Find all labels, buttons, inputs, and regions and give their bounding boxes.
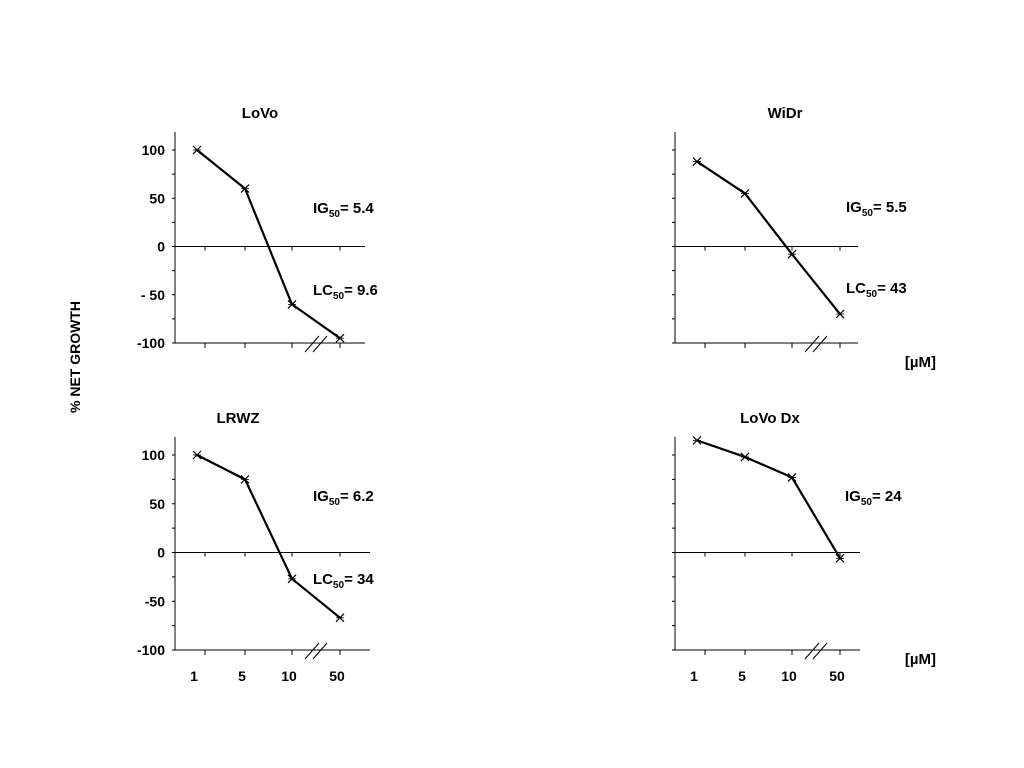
annotation-lc50: LC50= 34 xyxy=(313,571,374,591)
y-axis-label: % NET GROWTH xyxy=(67,301,83,413)
y-tick-label: 100 xyxy=(142,447,166,463)
panel-title: WiDr xyxy=(768,105,803,122)
series-line xyxy=(696,439,841,559)
unit-label: [µM] xyxy=(905,651,936,668)
unit-label: [µM] xyxy=(905,354,936,371)
panel-lovo-dx: LoVo Dx 1 5 10 50 [µM] IG50= 24 xyxy=(672,410,936,684)
data-point xyxy=(692,157,702,167)
axis-break-mark xyxy=(304,335,320,353)
panel-title: LRWZ xyxy=(216,410,259,427)
data-point xyxy=(692,435,702,445)
axis-break-mark xyxy=(312,335,328,353)
x-tick-label: 1 xyxy=(690,668,698,684)
x-tick-label: 5 xyxy=(738,668,746,684)
y-tick-label: 50 xyxy=(149,190,165,206)
data-point xyxy=(787,473,797,482)
y-tick-label: -100 xyxy=(137,335,165,351)
panel-title: LoVo xyxy=(242,105,278,122)
annotation-lc50: LC50= 9.6 xyxy=(313,282,378,302)
data-point xyxy=(240,474,250,484)
data-point xyxy=(740,452,750,462)
y-tick-label: 50 xyxy=(149,496,165,512)
axis-break-mark xyxy=(812,642,828,660)
data-point xyxy=(787,249,797,259)
axis-break-mark xyxy=(812,335,828,353)
y-tick-label: -50 xyxy=(145,593,165,609)
data-point xyxy=(835,309,845,319)
x-tick-label: 10 xyxy=(781,668,797,684)
x-tick-label: 50 xyxy=(829,668,845,684)
axis-break-mark xyxy=(312,642,328,660)
data-point xyxy=(240,184,250,194)
annotation-ig50: IG50= 5.5 xyxy=(846,199,907,219)
data-point xyxy=(192,450,202,460)
series-line xyxy=(196,454,341,619)
panel-lovo: LoVo 100 50 0 - 50 -100 IG50= 5.4 LC50= 9.6 xyxy=(137,105,378,353)
y-tick-label: -100 xyxy=(137,642,165,658)
axis-break-mark xyxy=(804,642,820,660)
annotation-ig50: IG50= 5.4 xyxy=(313,200,374,220)
axis-break-mark xyxy=(804,335,820,353)
annotation-ig50: IG50= 6.2 xyxy=(313,488,374,508)
data-point xyxy=(287,574,297,584)
data-point xyxy=(335,333,345,343)
panel-lrwz: LRWZ 100 50 0 -50 -100 1 5 10 50 IG50= 6.2 LC50= 34 xyxy=(137,410,374,684)
x-tick-label: 1 xyxy=(190,668,198,684)
data-point xyxy=(335,613,345,623)
panel-title: LoVo Dx xyxy=(740,410,800,427)
y-tick-label: - 50 xyxy=(141,287,165,303)
y-tick-label: 0 xyxy=(157,545,165,561)
annotation-lc50: LC50= 43 xyxy=(846,280,907,300)
data-point xyxy=(192,145,202,155)
y-tick-label: 0 xyxy=(157,239,165,255)
annotation-ig50: IG50= 24 xyxy=(845,488,902,508)
x-tick-label: 10 xyxy=(281,668,297,684)
panel-widr: WiDr [µM] IG50= 5.5 LC50= 43 xyxy=(672,105,936,371)
series-line xyxy=(696,160,841,315)
series-line xyxy=(196,149,341,340)
x-tick-label: 5 xyxy=(238,668,246,684)
data-point xyxy=(740,189,750,198)
y-tick-label: 100 xyxy=(142,142,166,158)
data-point xyxy=(835,553,845,563)
x-tick-label: 50 xyxy=(329,668,345,684)
axis-break-mark xyxy=(304,642,320,660)
data-point xyxy=(287,299,297,309)
